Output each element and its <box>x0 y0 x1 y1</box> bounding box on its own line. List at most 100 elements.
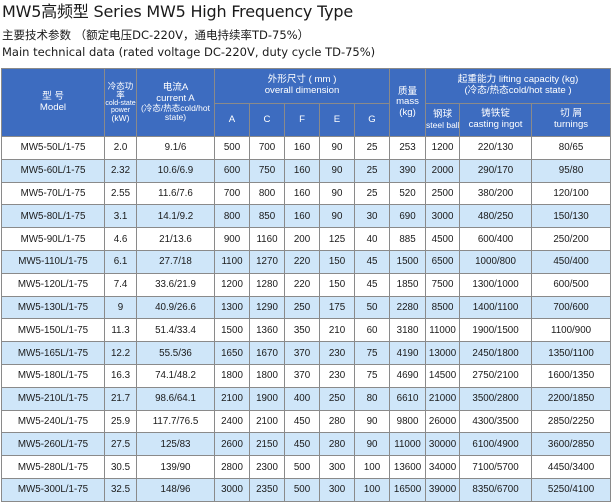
cell-turnings: 1600/1350 <box>531 363 611 388</box>
cell-model: MW5-180L/1-75 <box>1 363 105 388</box>
cell-power: 21.7 <box>104 386 137 411</box>
cell-steel-ball: 39000 <box>425 477 461 502</box>
cell-dim-f: 160 <box>284 158 320 183</box>
cell-dim-g: 90 <box>353 409 391 434</box>
cell-steel-ball: 13000 <box>425 341 461 365</box>
cell-model: MW5-240L/1-75 <box>1 409 105 434</box>
cell-model: MW5-60L/1-75 <box>1 158 105 183</box>
cell-steel-ball: 3000 <box>425 204 461 229</box>
table-row: MW5-280L/1-75 30.5 139/90 2800 2300 500 300 100… <box>1 455 611 479</box>
cell-model: MW5-110L/1-75 <box>1 249 105 274</box>
cell-turnings: 80/65 <box>531 136 611 160</box>
cell-model: MW5-150L/1-75 <box>1 318 105 343</box>
cell-dim-g: 50 <box>353 295 391 320</box>
header-power-cn: 冷态功率 <box>107 80 134 100</box>
header-current: 电流A current A (冷态/热态cold/hot state) <box>136 68 215 137</box>
cell-mass: 390 <box>389 158 427 183</box>
table-row: MW5-150L/1-75 11.3 51.4/33.4 1500 1360 350 210… <box>1 318 611 343</box>
cell-current: 125/83 <box>136 432 215 457</box>
cell-turnings: 600/500 <box>531 272 611 297</box>
cell-dim-e: 210 <box>319 318 355 343</box>
spec-table: 型 号 Model 冷态功率 cold-state power (kW) 电流A… <box>1 68 611 502</box>
cell-model: MW5-280L/1-75 <box>1 455 105 479</box>
cell-power: 25.9 <box>104 409 137 434</box>
header-mass: 质量 mass (kg) <box>389 68 427 137</box>
table-row: MW5-210L/1-75 21.7 98.6/64.1 2100 1900 400 250… <box>1 386 611 411</box>
header-current-cn: 电流A <box>162 82 189 94</box>
header-mass-unit: (kg) <box>399 106 416 118</box>
cell-dim-c: 750 <box>249 158 285 183</box>
cell-steel-ball: 21000 <box>425 386 461 411</box>
cell-steel-ball: 26000 <box>425 409 461 434</box>
cell-turnings: 1100/900 <box>531 318 611 343</box>
cell-turnings: 450/400 <box>531 249 611 274</box>
table-row: MW5-70L/1-75 2.55 11.6/7.6 700 800 160 90 25 520… <box>1 181 611 206</box>
cell-casting-ingot: 6100/4900 <box>459 432 533 457</box>
cell-power: 9 <box>104 295 137 320</box>
cell-mass: 11000 <box>389 432 427 457</box>
cell-steel-ball: 14500 <box>425 363 461 388</box>
cell-dim-f: 400 <box>284 386 320 411</box>
cell-dim-a: 2100 <box>214 386 250 411</box>
cell-turnings: 2200/1850 <box>531 386 611 411</box>
cell-model: MW5-210L/1-75 <box>1 386 105 411</box>
table-row: MW5-120L/1-75 7.4 33.6/21.9 1200 1280 220 150 4… <box>1 272 611 297</box>
cell-power: 32.5 <box>104 477 137 502</box>
cell-dim-a: 900 <box>214 227 250 251</box>
cell-casting-ingot: 600/400 <box>459 227 533 251</box>
cell-power: 16.3 <box>104 363 137 388</box>
cell-power: 7.4 <box>104 272 137 297</box>
cell-dim-f: 250 <box>284 295 320 320</box>
cell-current: 117.7/76.5 <box>136 409 215 434</box>
cell-mass: 2280 <box>389 295 427 320</box>
cell-model: MW5-50L/1-75 <box>1 136 105 160</box>
cell-dim-c: 1670 <box>249 341 285 365</box>
header-turnings-en: turnings <box>553 119 589 130</box>
header-casting-ingot: 铸铁锭 casting ingot <box>459 103 533 137</box>
cell-model: MW5-90L/1-75 <box>1 227 105 251</box>
cell-current: 74.1/48.2 <box>136 363 215 388</box>
subtitle-chinese: 主要技术参数 （额定电压DC-220V，通电持续率TD-75%） <box>2 28 310 42</box>
cell-steel-ball: 11000 <box>425 318 461 343</box>
cell-dim-g: 25 <box>353 136 391 160</box>
cell-model: MW5-300L/1-75 <box>1 477 105 502</box>
cell-turnings: 4450/3400 <box>531 455 611 479</box>
cell-turnings: 5250/4100 <box>531 477 611 502</box>
cell-mass: 13600 <box>389 455 427 479</box>
cell-turnings: 150/130 <box>531 204 611 229</box>
header-dims-en: overall dimension <box>264 85 340 96</box>
cell-current: 9.1/6 <box>136 136 215 160</box>
cell-dim-f: 370 <box>284 363 320 388</box>
cell-dim-a: 2600 <box>214 432 250 457</box>
header-steel-ball-cn: 钢球 <box>432 109 453 121</box>
cell-dim-g: 100 <box>353 455 391 479</box>
table-row: MW5-300L/1-75 32.5 148/96 3000 2350 500 300 100… <box>1 477 611 502</box>
cell-dim-a: 1800 <box>214 363 250 388</box>
header-dim-c: C <box>249 103 285 137</box>
cell-mass: 9800 <box>389 409 427 434</box>
cell-dim-c: 850 <box>249 204 285 229</box>
cell-dim-e: 90 <box>319 204 355 229</box>
cell-dim-c: 1800 <box>249 363 285 388</box>
cell-power: 12.2 <box>104 341 137 365</box>
table-row: MW5-60L/1-75 2.32 10.6/6.9 600 750 160 90 25 390… <box>1 158 611 183</box>
cell-dim-e: 175 <box>319 295 355 320</box>
cell-current: 98.6/64.1 <box>136 386 215 411</box>
cell-current: 27.7/18 <box>136 249 215 274</box>
cell-power: 2.32 <box>104 158 137 183</box>
cell-dim-a: 500 <box>214 136 250 160</box>
cell-dim-a: 2400 <box>214 409 250 434</box>
header-model-en: Model <box>39 101 67 113</box>
cell-dim-a: 1200 <box>214 272 250 297</box>
cell-dim-a: 1650 <box>214 341 250 365</box>
cell-dim-e: 250 <box>319 386 355 411</box>
cell-steel-ball: 4500 <box>425 227 461 251</box>
cell-dim-e: 300 <box>319 455 355 479</box>
cell-dim-e: 90 <box>319 158 355 183</box>
cell-mass: 885 <box>389 227 427 251</box>
cell-dim-a: 1100 <box>214 249 250 274</box>
cell-dim-g: 40 <box>353 227 391 251</box>
spec-table-body: MW5-50L/1-75 2.0 9.1/6 500 700 160 90 25 253 1200… <box>1 136 611 502</box>
cell-dim-f: 160 <box>284 136 320 160</box>
header-power: 冷态功率 cold-state power (kW) <box>104 68 137 137</box>
